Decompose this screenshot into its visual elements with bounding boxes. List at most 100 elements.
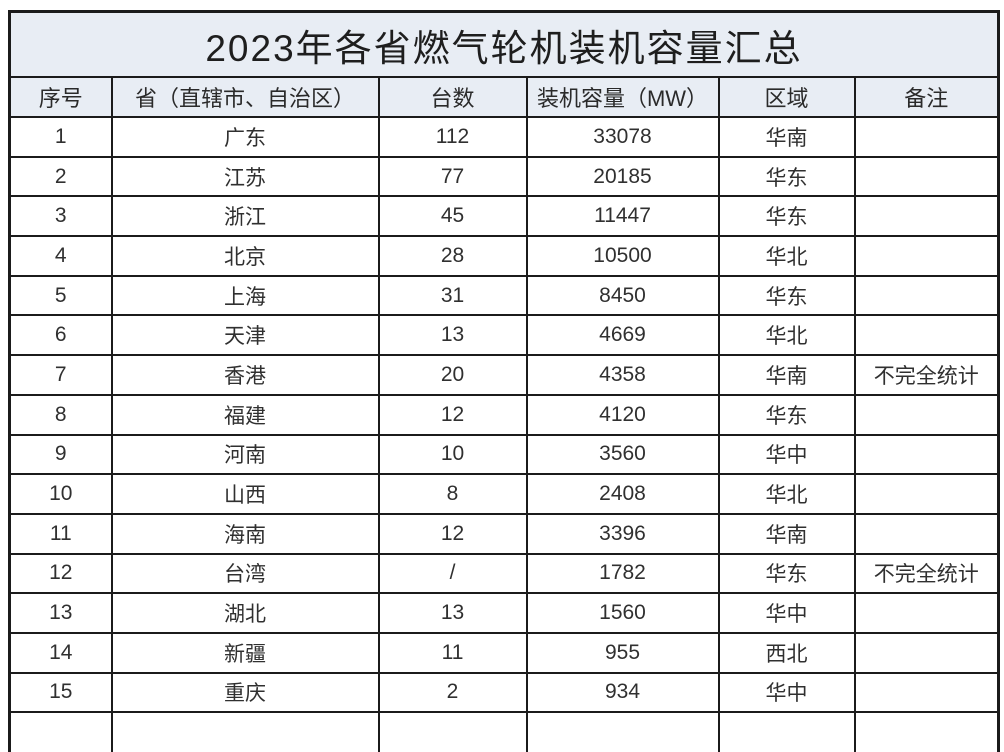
cell-region: 华北	[717, 473, 856, 515]
col-header-capacity: 装机容量（MW）	[525, 76, 720, 118]
cell-units: 13	[377, 314, 528, 357]
cell-province: 海南	[110, 512, 380, 555]
cell-province: 北京	[110, 235, 380, 277]
col-header-region: 区域	[717, 76, 856, 118]
cell-no: 13	[8, 592, 113, 634]
cell-note	[853, 195, 1000, 238]
cell-province: 湖北	[110, 592, 380, 634]
cell-units: 77	[377, 155, 528, 198]
cell-region: 华中	[717, 433, 856, 476]
cell-capacity: 11447	[525, 195, 720, 238]
cell-units: 31	[377, 274, 528, 317]
cell-note	[853, 155, 1000, 198]
cell-region: 华东	[717, 552, 856, 595]
cell-region: 华中	[717, 592, 856, 634]
col-header-province: 省（直辖市、自治区）	[110, 76, 380, 118]
cell-no: 14	[8, 631, 113, 674]
cell-note: 不完全统计	[853, 552, 1000, 595]
cell-capacity: 20185	[525, 155, 720, 198]
cell-province: 天津	[110, 314, 380, 357]
cell-province: 新疆	[110, 631, 380, 674]
table-row: 10 山西 8 2408 华北	[8, 473, 1000, 515]
cell-no: 9	[8, 433, 113, 476]
cell-note	[853, 512, 1000, 555]
cell-province: 上海	[110, 274, 380, 317]
cell-no: 7	[8, 354, 113, 396]
cell-units: /	[377, 552, 528, 595]
cell-units: 10	[377, 433, 528, 476]
cell-capacity: 33078	[525, 116, 720, 158]
cell-units: 12	[377, 393, 528, 436]
table-row: 3 浙江 45 11447 华东	[8, 195, 1000, 238]
table-row: 11 海南 12 3396 华南	[8, 512, 1000, 555]
cell-capacity: 4120	[525, 393, 720, 436]
cell-units: 11	[377, 631, 528, 674]
cell-province: 江苏	[110, 155, 380, 198]
cell-note	[853, 235, 1000, 277]
table-row: 7 香港 20 4358 华南 不完全统计	[8, 354, 1000, 396]
cell-units: 112	[377, 116, 528, 158]
cell-capacity: 2408	[525, 473, 720, 515]
cell-note	[853, 393, 1000, 436]
cell-units: 45	[377, 195, 528, 238]
cell-region: 华东	[717, 393, 856, 436]
cell-region: 华南	[717, 354, 856, 396]
cell-region: 华东	[717, 195, 856, 238]
table-row: 15 重庆 2 934 华中	[8, 671, 1000, 714]
col-header-note: 备注	[853, 76, 1000, 118]
table-row: 2 江苏 77 20185 华东	[8, 155, 1000, 198]
table-row: 14 新疆 11 955 西北	[8, 631, 1000, 674]
cell-capacity: 4669	[525, 314, 720, 357]
capacity-table: 2023年各省燃气轮机装机容量汇总 序号 省（直辖市、自治区） 台数 装机容量（…	[8, 10, 1001, 752]
cell-no: 6	[8, 314, 113, 357]
cell-no: 5	[8, 274, 113, 317]
cell-note	[853, 631, 1000, 674]
cell-note	[853, 116, 1000, 158]
col-header-no: 序号	[8, 76, 113, 118]
table-row: 12 台湾 / 1782 华东 不完全统计	[8, 552, 1000, 595]
cell-capacity: 934	[525, 671, 720, 714]
page-title: 2023年各省燃气轮机装机容量汇总	[8, 10, 1000, 78]
title-row: 2023年各省燃气轮机装机容量汇总	[8, 10, 1000, 78]
cell-units: 8	[377, 473, 528, 515]
cell-capacity: 1560	[525, 592, 720, 634]
table-row: 9 河南 10 3560 华中	[8, 433, 1000, 476]
cell-region: 华北	[717, 235, 856, 277]
cell-province: 重庆	[110, 671, 380, 714]
cell-capacity: 3396	[525, 512, 720, 555]
cell-region: 华南	[717, 116, 856, 158]
cell-note	[853, 671, 1000, 714]
cell-region: 西北	[717, 631, 856, 674]
cell-no: 4	[8, 235, 113, 277]
cell-no: 10	[8, 473, 113, 515]
cell-region: 华东	[717, 274, 856, 317]
header-row: 序号 省（直辖市、自治区） 台数 装机容量（MW） 区域 备注	[8, 76, 1000, 118]
table-row: 4 北京 28 10500 华北	[8, 235, 1000, 277]
cell-no: 8	[8, 393, 113, 436]
cell-units: 20	[377, 354, 528, 396]
cell-note	[853, 592, 1000, 634]
cell-capacity: 4358	[525, 354, 720, 396]
cell-no: 15	[8, 671, 113, 714]
cell-note	[853, 473, 1000, 515]
cell-province: 广东	[110, 116, 380, 158]
table-row: 6 天津 13 4669 华北	[8, 314, 1000, 357]
cell-province: 福建	[110, 393, 380, 436]
cell-province: 浙江	[110, 195, 380, 238]
cell-province: 河南	[110, 433, 380, 476]
cell-note: 不完全统计	[853, 354, 1000, 396]
col-header-units: 台数	[377, 76, 528, 118]
cell-no: 11	[8, 512, 113, 555]
cell-region: 华南	[717, 512, 856, 555]
cell-units: 28	[377, 235, 528, 277]
cell-province: 山西	[110, 473, 380, 515]
table-row: 8 福建 12 4120 华东	[8, 393, 1000, 436]
cell-no: 3	[8, 195, 113, 238]
cell-capacity: 955	[525, 631, 720, 674]
table-row: 13 湖北 13 1560 华中	[8, 592, 1000, 634]
cell-note	[853, 433, 1000, 476]
cell-region: 华东	[717, 155, 856, 198]
cell-units: 13	[377, 592, 528, 634]
cell-no: 12	[8, 552, 113, 595]
